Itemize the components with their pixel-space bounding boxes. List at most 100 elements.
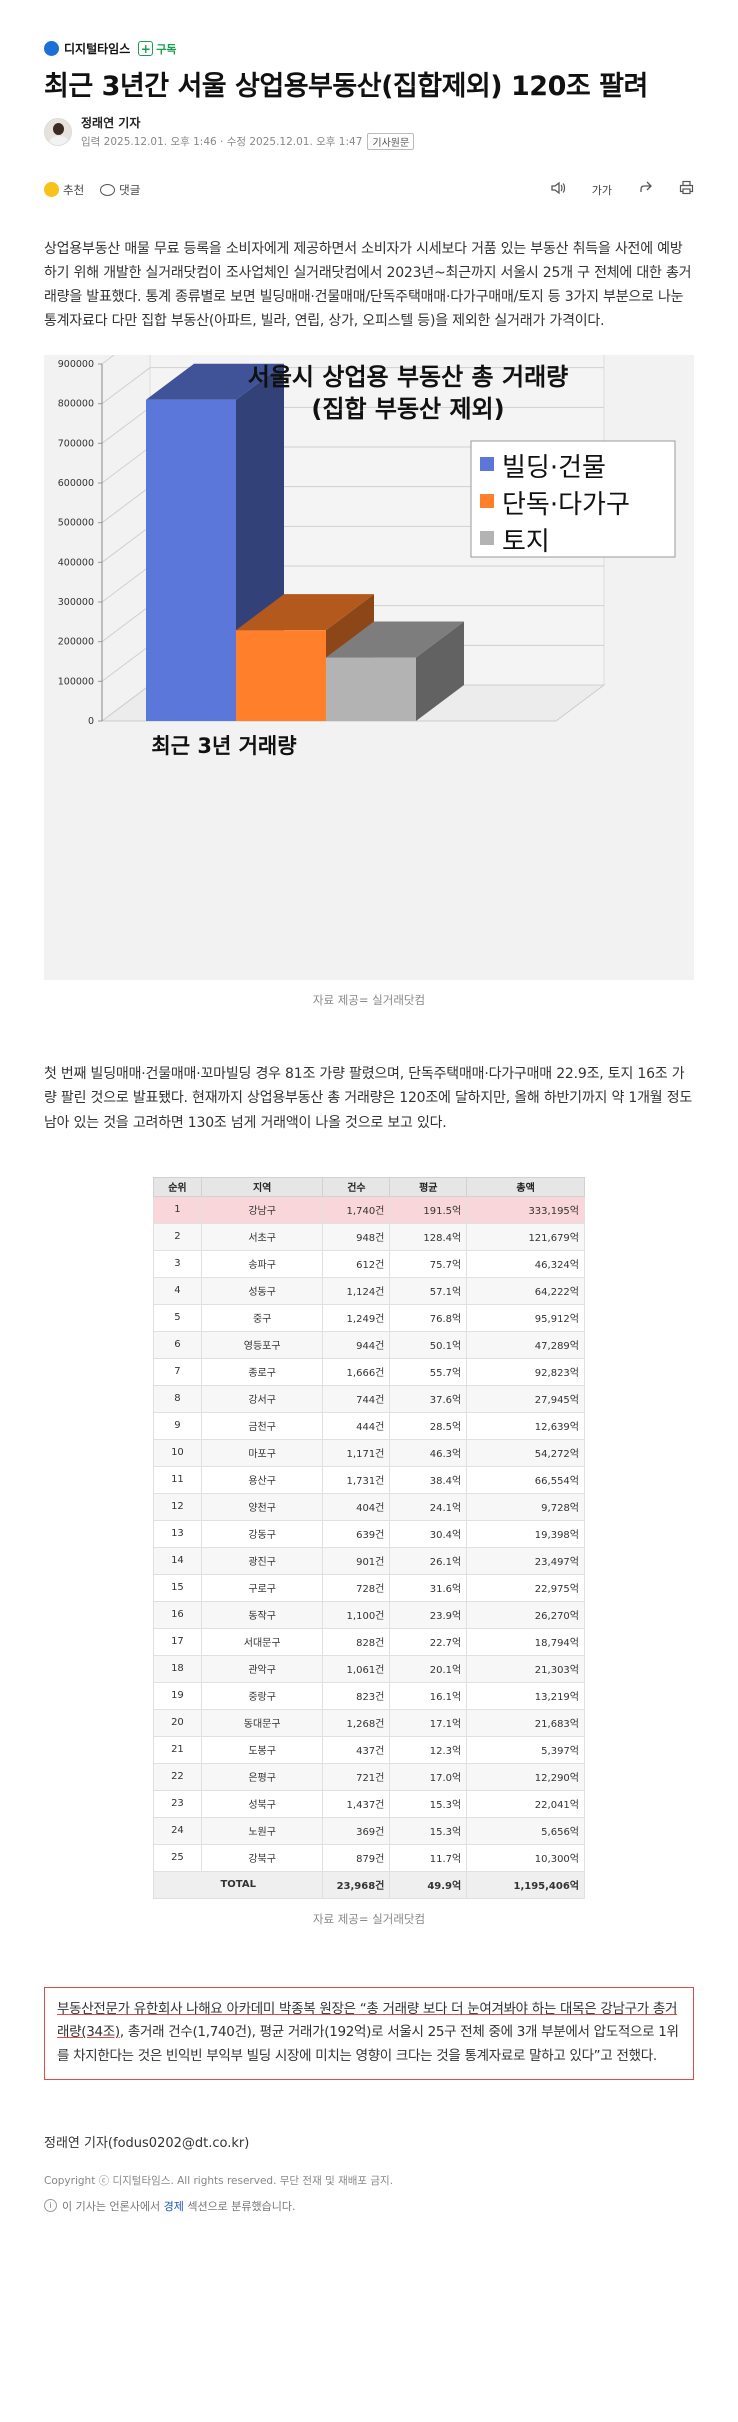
cell-count: 444건 — [322, 1411, 391, 1440]
col-header-rank: 순위 — [153, 1176, 202, 1197]
table-row: 20 동대문구 1,268건 17.1억 21,683억 — [153, 1708, 585, 1737]
cell-rank: 2 — [153, 1222, 202, 1251]
quote-lead: 부동산전문가 유한회사 나해요 아카데미 박종복 원장은 “총 거래량 보다 더… — [57, 2000, 678, 2041]
chart-svg: 0 100000 200000 300000 400000 500000 600000 700… — [58, 355, 676, 758]
cell-average: 20.1억 — [389, 1654, 468, 1683]
cell-total: 10,300억 — [466, 1843, 585, 1872]
cell-average: 50.1억 — [389, 1330, 468, 1359]
cell-total: 12,290억 — [466, 1762, 585, 1791]
legend-label: 단독·다가구 — [502, 490, 630, 520]
table-row: 1 강남구 1,740건 191.5억 333,195억 — [153, 1195, 585, 1224]
cell-average: 37.6억 — [389, 1384, 468, 1413]
plus-icon: + — [138, 41, 154, 56]
cell-rank: 15 — [153, 1573, 202, 1602]
y-tick-label: 300000 — [58, 597, 94, 608]
cell-district: 은평구 — [200, 1762, 324, 1791]
section-link[interactable]: 경제 — [163, 2199, 184, 2213]
district-ranking-table: 순위 지역 건수 평균 총액 1 강남구 1,740건 191.5억 333,195억 2… — [152, 1176, 585, 1899]
y-tick-label: 700000 — [58, 439, 94, 450]
cell-district: 동대문구 — [200, 1708, 324, 1737]
audio-icon[interactable] — [550, 181, 566, 199]
table-row: 10 마포구 1,171건 46.3억 54,272억 — [153, 1438, 585, 1467]
table-row: 18 관악구 1,061건 20.1억 21,303억 — [153, 1654, 585, 1683]
transaction-volume-chart: 0 100000 200000 300000 400000 500000 600000 700… — [44, 355, 694, 981]
press-logo[interactable]: 디지털타임스 — [44, 40, 130, 57]
cell-rank: 6 — [153, 1330, 202, 1359]
cell-total: 9,728억 — [466, 1492, 585, 1521]
total-label: TOTAL — [152, 1870, 324, 1899]
bar-1 — [146, 400, 236, 722]
cell-average: 24.1억 — [389, 1492, 468, 1521]
cell-rank: 24 — [153, 1816, 202, 1845]
y-tick-label: 500000 — [58, 518, 94, 529]
article-paragraph-1: 상업용부동산 매물 무료 등록을 소비자에게 제공하면서 소비자가 시세보다 거… — [44, 241, 692, 330]
cell-average: 46.3억 — [389, 1438, 468, 1467]
chart-subtitle: (집합 부동산 제외) — [311, 395, 504, 423]
cell-rank: 9 — [153, 1411, 202, 1440]
cell-district: 강남구 — [200, 1195, 324, 1224]
cell-district: 금천구 — [200, 1411, 324, 1440]
cell-district: 강서구 — [200, 1384, 324, 1413]
legend-label: 빌딩·건물 — [502, 453, 606, 483]
cell-total: 121,679억 — [466, 1222, 585, 1251]
cell-total: 5,397억 — [466, 1735, 585, 1764]
cell-rank: 3 — [153, 1249, 202, 1278]
col-header-count: 건수 — [322, 1176, 391, 1197]
action-bar: 추천 댓글 가가 — [44, 180, 694, 199]
cell-rank: 20 — [153, 1708, 202, 1737]
recommend-button[interactable]: 추천 — [44, 182, 84, 198]
subscribe-label: 구독 — [156, 42, 177, 56]
cell-count: 728건 — [322, 1573, 391, 1602]
cell-total: 12,639억 — [466, 1411, 585, 1440]
table-row: 7 종로구 1,666건 55.7억 92,823억 — [153, 1357, 585, 1386]
share-icon[interactable] — [638, 180, 653, 199]
y-tick-label: 600000 — [58, 478, 94, 489]
cell-total: 66,554억 — [466, 1465, 585, 1494]
font-size-button[interactable]: 가가 — [591, 183, 612, 197]
cell-count: 1,100건 — [322, 1600, 391, 1629]
print-icon[interactable] — [679, 180, 694, 199]
total-count: 23,968건 — [322, 1870, 391, 1899]
cell-count: 437건 — [322, 1735, 391, 1764]
cell-district: 서초구 — [200, 1222, 324, 1251]
cell-total: 47,289억 — [466, 1330, 585, 1359]
cell-district: 강북구 — [200, 1843, 324, 1872]
cell-count: 1,061건 — [322, 1654, 391, 1683]
cell-district: 용산구 — [200, 1465, 324, 1494]
author-name[interactable]: 정래연 기자 — [81, 116, 141, 131]
table-row: 22 은평구 721건 17.0억 12,290억 — [153, 1762, 585, 1791]
recommend-label: 추천 — [63, 182, 85, 197]
cell-average: 76.8억 — [389, 1303, 468, 1332]
cell-total: 26,270억 — [466, 1600, 585, 1629]
author-avatar[interactable] — [44, 118, 72, 147]
y-tick-label: 900000 — [58, 359, 94, 370]
subscribe-button[interactable]: + 구독 — [138, 41, 177, 57]
classify-pre: 이 기사는 언론사에서 — [62, 2199, 164, 2213]
reporter-byline: 정래연 기자(fodus0202@dt.co.kr) — [44, 2135, 250, 2151]
table-row: 6 영등포구 944건 50.1억 47,289억 — [153, 1330, 585, 1359]
chart-title: 서울시 상업용 부동산 총 거래량 — [248, 363, 568, 391]
bar-2 — [236, 630, 326, 722]
press-logo-icon — [44, 41, 59, 56]
cell-rank: 14 — [153, 1546, 202, 1575]
legend-swatch — [480, 457, 494, 472]
col-header-average: 평균 — [389, 1176, 468, 1197]
col-header-district: 지역 — [200, 1176, 324, 1197]
cell-average: 15.3억 — [389, 1816, 468, 1845]
cell-count: 944건 — [322, 1330, 391, 1359]
cell-total: 21,303억 — [466, 1654, 585, 1683]
comment-icon — [100, 183, 116, 196]
table-row: 17 서대문구 828건 22.7억 18,794억 — [153, 1627, 585, 1656]
comment-button[interactable]: 댓글 — [100, 182, 140, 198]
x-axis-label: 최근 3년 거래량 — [151, 734, 296, 758]
bar-3 — [326, 657, 416, 722]
y-tick-label: 200000 — [58, 637, 94, 648]
cell-total: 13,219억 — [466, 1681, 585, 1710]
cell-average: 17.0억 — [389, 1762, 468, 1791]
cell-district: 중랑구 — [200, 1681, 324, 1710]
cell-total: 27,945억 — [466, 1384, 585, 1413]
cell-rank: 11 — [153, 1465, 202, 1494]
bar-side — [416, 621, 464, 722]
cell-average: 31.6억 — [389, 1573, 468, 1602]
original-article-link[interactable]: 기사원문 — [367, 133, 415, 151]
